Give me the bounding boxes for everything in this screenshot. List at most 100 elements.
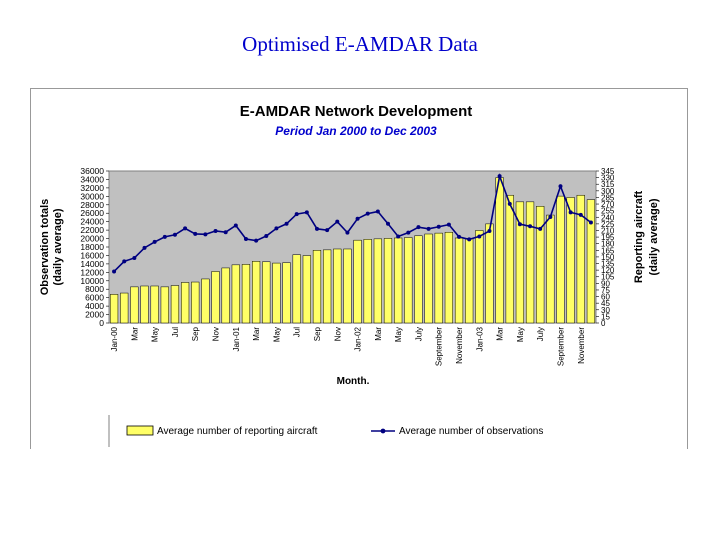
point-observations	[193, 231, 198, 236]
left-tick-label: 12000	[80, 267, 104, 277]
bar-aircraft	[586, 199, 596, 324]
point-observations	[467, 237, 472, 242]
bar-aircraft	[495, 177, 504, 324]
right-tick-label: 195	[601, 233, 615, 242]
point-observations	[233, 223, 238, 228]
chart-canvas: E-AMDAR Network Development Period Jan 2…	[39, 103, 660, 447]
left-tick-label: 22000	[80, 225, 104, 235]
bar-aircraft	[191, 281, 200, 324]
right-tick-label: 60	[601, 293, 610, 302]
point-observations	[386, 221, 391, 226]
right-tick-label: 150	[601, 253, 615, 262]
right-tick-label: 30	[601, 306, 610, 315]
point-observations	[396, 234, 401, 239]
point-observations	[416, 225, 421, 230]
left-tick-label: 18000	[80, 242, 104, 252]
left-tick-label: 24000	[80, 217, 104, 227]
bar-aircraft	[465, 238, 474, 324]
right-tick-label: 165	[601, 246, 615, 255]
right-tick-label: 315	[601, 180, 615, 189]
bar-aircraft	[343, 248, 352, 324]
point-observations	[254, 238, 259, 243]
bar-aircraft	[333, 248, 342, 324]
x-tick-label: Jan-02	[354, 326, 363, 351]
point-observations	[497, 174, 502, 179]
x-tick-label: July	[536, 327, 545, 341]
point-observations	[284, 221, 289, 226]
point-observations	[375, 209, 380, 214]
bar-aircraft	[312, 250, 322, 324]
slide-title: Optimised E-AMDAR Data	[242, 32, 478, 56]
point-observations	[588, 220, 593, 225]
point-observations	[304, 210, 309, 215]
right-axis-label-line2: (daily average)	[648, 198, 660, 275]
point-observations	[203, 232, 208, 237]
bar-aircraft	[566, 197, 575, 324]
point-observations	[243, 236, 248, 241]
bar-aircraft	[292, 254, 301, 324]
point-observations	[365, 211, 370, 216]
x-tick-label: November	[455, 327, 464, 364]
bar-aircraft	[373, 238, 382, 324]
right-tick-label: 270	[601, 200, 615, 209]
chart-subtitle: Period Jan 2000 to Dec 2003	[275, 124, 437, 138]
point-observations	[314, 226, 319, 231]
point-observations	[142, 245, 147, 250]
right-tick-label: 120	[601, 266, 615, 275]
x-tick-label: Nov	[212, 327, 221, 341]
bar-aircraft	[485, 223, 494, 324]
chart-title: E-AMDAR Network Development	[240, 103, 473, 120]
left-tick-label: 10000	[80, 276, 104, 286]
bar-aircraft	[241, 264, 251, 324]
left-tick-label: 32000	[80, 183, 104, 193]
bar-aircraft	[272, 262, 281, 324]
x-tick-label: Mar	[252, 327, 261, 341]
point-observations	[548, 215, 553, 220]
bar-aircraft	[302, 255, 311, 324]
right-tick-label: 15	[601, 312, 610, 321]
bar-aircraft	[414, 235, 423, 324]
bar-aircraft	[394, 237, 403, 324]
point-observations	[162, 234, 167, 239]
right-tick-label: 330	[601, 174, 615, 183]
bar-aircraft	[515, 201, 525, 324]
bar-aircraft	[130, 286, 139, 324]
point-observations	[436, 224, 441, 229]
right-tick-label: 225	[601, 220, 615, 229]
right-tick-label: 45	[601, 299, 610, 308]
x-axis-label: Month.	[337, 376, 370, 387]
point-observations	[213, 228, 218, 233]
left-tick-label: 0	[99, 318, 104, 328]
right-tick-label: 90	[601, 279, 610, 288]
point-observations	[477, 234, 482, 239]
right-tick-label: 345	[601, 167, 615, 176]
x-tick-label: Jan-01	[232, 326, 241, 351]
left-tick-label: 34000	[80, 174, 104, 184]
x-tick-label: Sep	[313, 326, 322, 341]
x-tick-label: September	[435, 327, 444, 366]
point-observations	[223, 230, 228, 235]
right-tick-label: 135	[601, 260, 615, 269]
bar-aircraft	[150, 285, 159, 324]
right-tick-label: 255	[601, 207, 615, 216]
x-tick-label: November	[577, 327, 586, 364]
point-observations	[528, 224, 533, 229]
bar-aircraft	[353, 239, 362, 324]
point-observations	[558, 184, 563, 189]
bar-aircraft	[120, 292, 129, 324]
point-observations	[274, 226, 279, 231]
left-tick-label: 4000	[85, 301, 104, 311]
x-tick-label: July	[414, 327, 423, 341]
bar-aircraft	[262, 261, 271, 324]
point-observations	[487, 228, 492, 233]
point-observations	[183, 226, 188, 231]
bar-aircraft	[404, 237, 413, 324]
point-observations	[426, 226, 431, 231]
bar-aircraft	[576, 194, 585, 324]
legend-line-label: Average number of observations	[399, 426, 543, 437]
x-tick-label: Mar	[374, 327, 383, 341]
bar-aircraft	[282, 262, 291, 324]
left-tick-label: 6000	[85, 293, 104, 303]
bar-aircraft	[231, 264, 240, 324]
bar-aircraft	[221, 267, 230, 324]
